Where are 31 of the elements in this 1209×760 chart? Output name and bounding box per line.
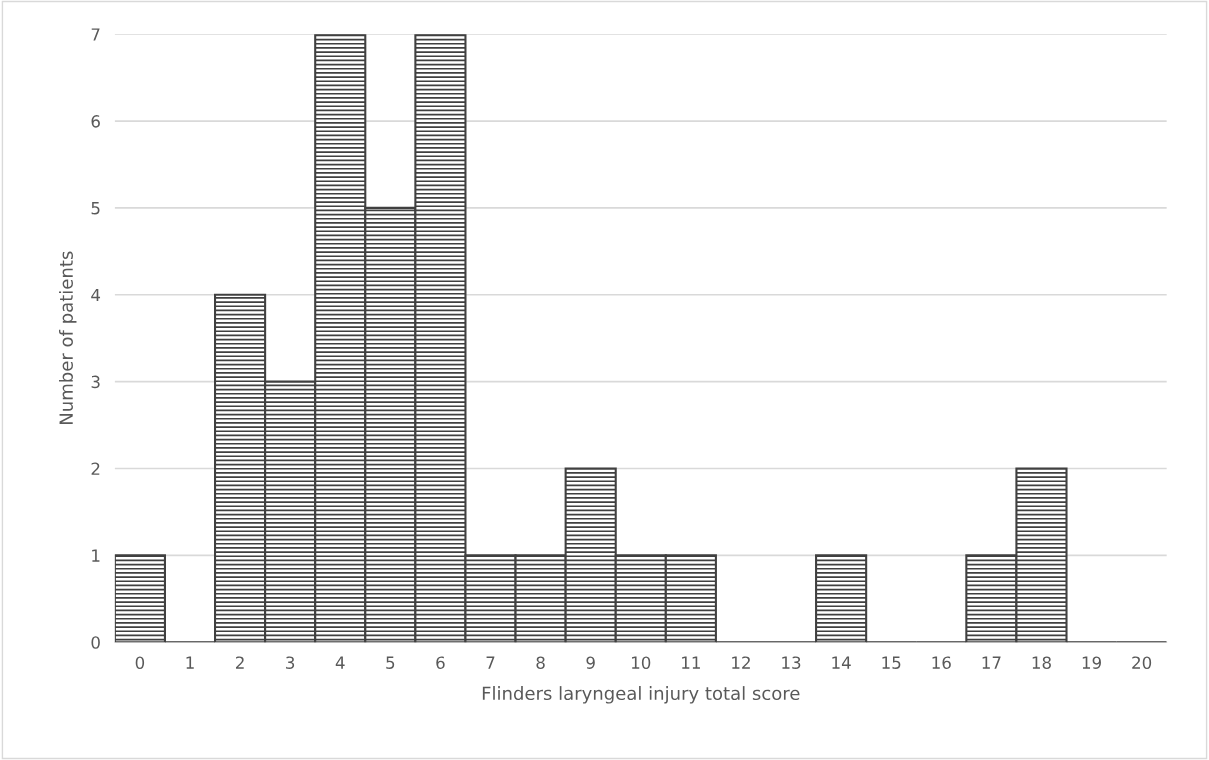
- y-tick-label: 6: [91, 115, 100, 128]
- x-tick-label: 1: [186, 656, 194, 669]
- x-tick-label: 4: [335, 656, 345, 669]
- y-tick-label: 5: [91, 202, 100, 215]
- x-tick-label: 20: [1132, 656, 1152, 669]
- x-tick-label: 16: [932, 656, 951, 669]
- y-tick-label: 2: [91, 462, 100, 475]
- y-tick-label: 1: [92, 549, 100, 562]
- x-axis-title: Flinders laryngeal injury total score: [482, 686, 800, 704]
- x-tick-label: 19: [1082, 656, 1101, 669]
- y-axis-title: Number of patients: [59, 251, 77, 424]
- x-tick-label: 15: [882, 656, 901, 669]
- x-tick-label: 9: [586, 656, 595, 669]
- x-tick-label: 14: [832, 656, 851, 669]
- x-tick-label: 17: [982, 656, 1001, 669]
- y-tick-label: 3: [91, 375, 100, 389]
- x-tick-label: 6: [436, 656, 445, 669]
- x-tick-label: 5: [386, 656, 395, 669]
- y-tick-label: 4: [91, 288, 101, 302]
- x-tick-label: 11: [682, 656, 700, 669]
- y-tick-label: 7: [91, 28, 100, 41]
- x-tick-label: 18: [1032, 656, 1051, 669]
- x-tick-label: 8: [536, 656, 545, 669]
- x-tick-label: 2: [235, 656, 244, 669]
- y-tick-label: 0: [91, 636, 100, 649]
- x-tick-label: 10: [632, 656, 651, 669]
- x-tick-label: 3: [286, 656, 295, 669]
- x-tick-label: 13: [782, 656, 801, 669]
- x-tick-label: 0: [135, 656, 145, 669]
- x-tick-label: 12: [732, 656, 750, 669]
- x-tick-label: 7: [486, 656, 495, 669]
